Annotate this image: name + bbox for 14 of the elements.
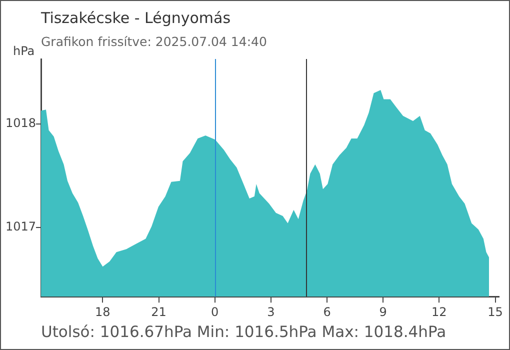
x-tick-label: 0 bbox=[211, 304, 219, 319]
chart-subtitle: Grafikon frissítve: 2025.07.04 14:40 bbox=[41, 34, 267, 49]
chart-title: Tiszakécske - Légnyomás bbox=[41, 9, 231, 27]
y-tick-label: 1018 bbox=[5, 116, 36, 130]
x-tick-label: 3 bbox=[267, 304, 275, 319]
y-axis-title: hPa bbox=[13, 44, 35, 58]
x-tick-label: 6 bbox=[323, 304, 331, 319]
x-tick-label: 9 bbox=[379, 304, 387, 319]
x-tick-label: 15 bbox=[488, 304, 503, 319]
x-tick-label: 18 bbox=[95, 304, 110, 319]
x-tick-label: 12 bbox=[432, 304, 447, 319]
text: Utolsó: 1016.67hPa Min: 1016.5hPa Max: 1018.4hPa bbox=[41, 323, 446, 341]
x-tick-label: 21 bbox=[151, 304, 166, 319]
y-tick-label: 1017 bbox=[5, 220, 36, 234]
